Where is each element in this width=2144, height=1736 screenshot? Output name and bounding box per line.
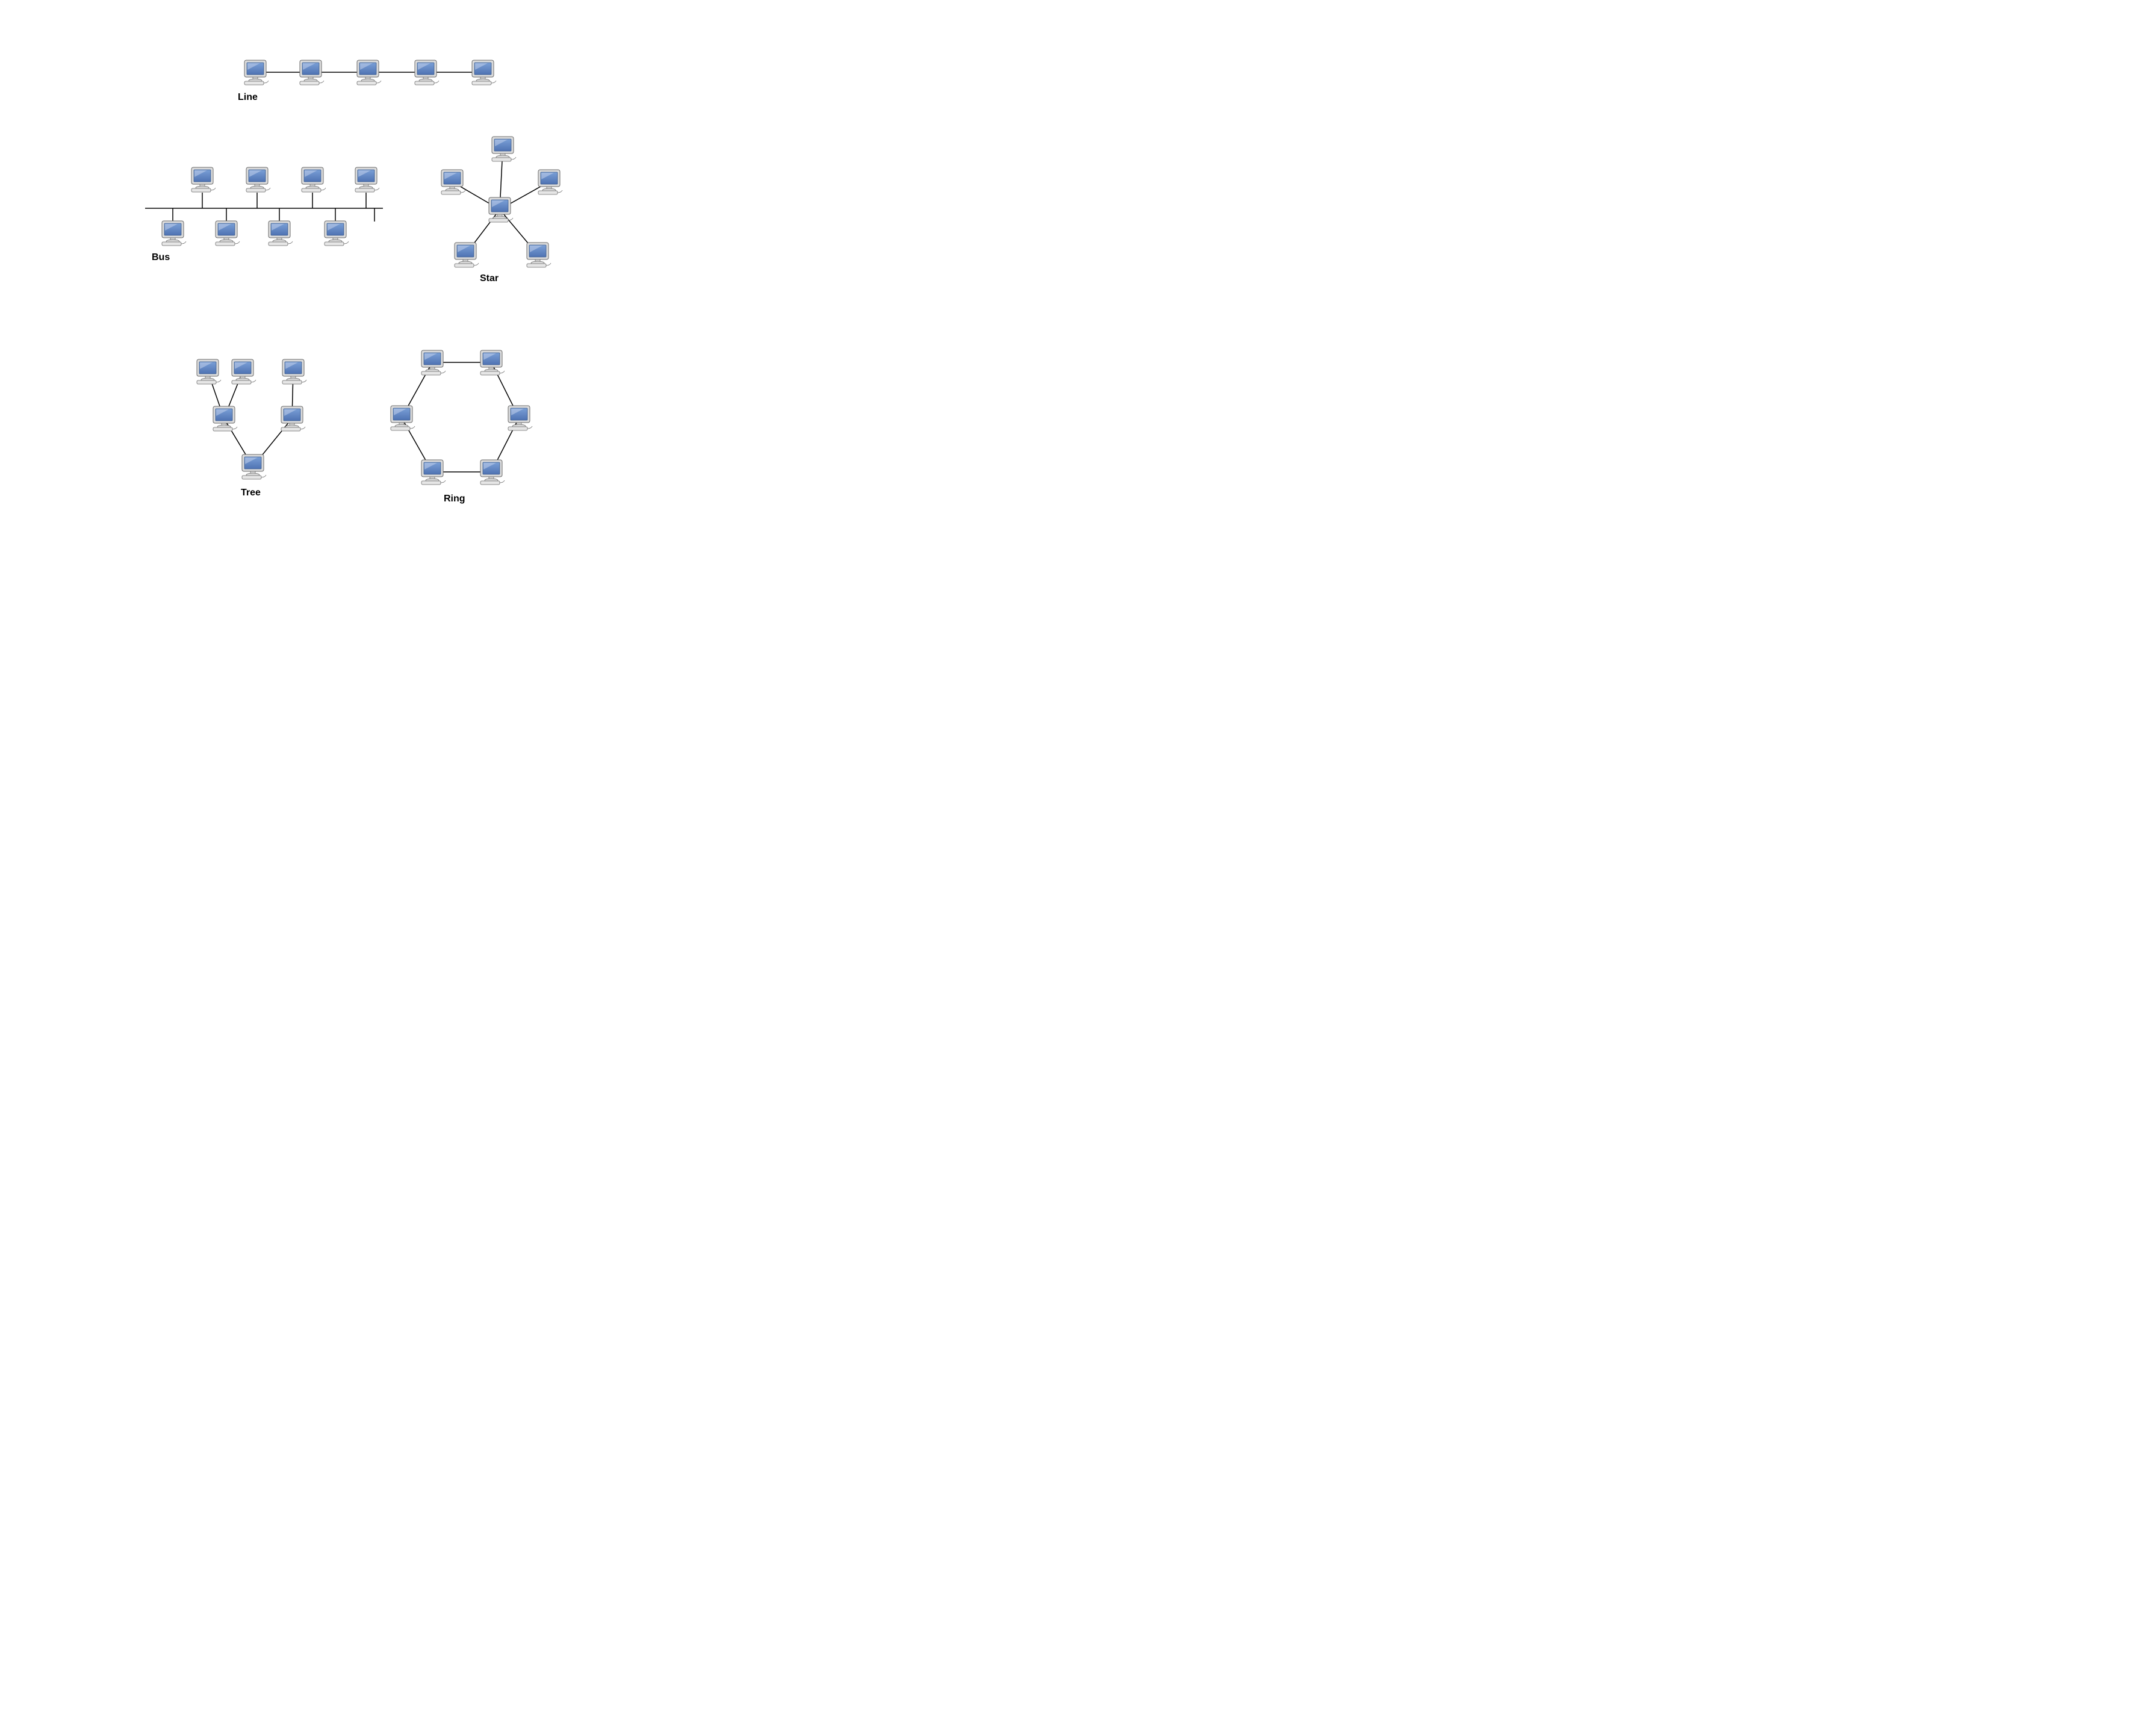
topology-label-tree: Tree	[241, 488, 261, 498]
topology-label-bus: Bus	[152, 252, 170, 262]
topology-label-line: Line	[238, 92, 258, 102]
topology-label-star: Star	[480, 273, 499, 284]
network-topologies-diagram: Line Bus Star Tree Ring	[0, 0, 2144, 578]
topology-label-ring: Ring	[444, 494, 465, 504]
